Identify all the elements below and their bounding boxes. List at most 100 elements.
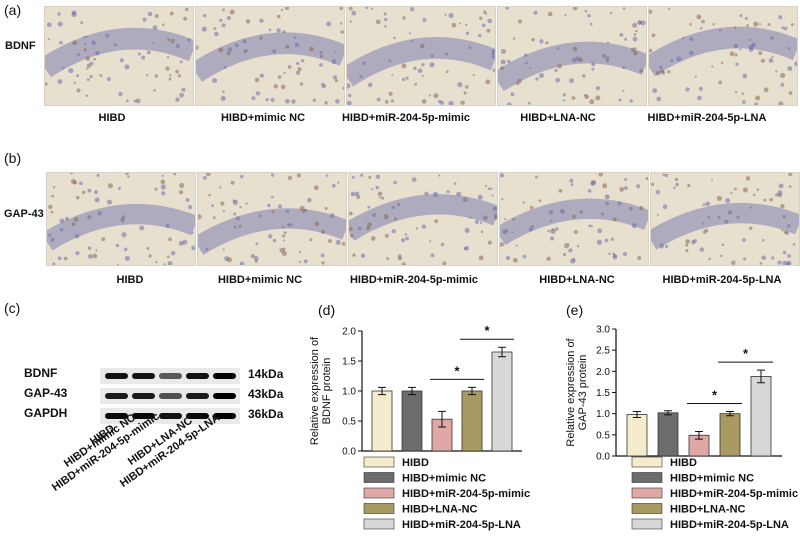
panel-a-caption-1: HIBD: [98, 112, 126, 124]
blot-protein-label-gapdh: GAPDH: [24, 406, 68, 420]
blot-strip-gapdh: [100, 408, 240, 424]
panel-a-micrograph-1: [44, 6, 194, 106]
panel-a-caption-3: HIBD+miR-204-5p-mimic: [341, 112, 471, 124]
error-bar-1: [633, 411, 641, 418]
y-tick-label: 1.0: [596, 409, 610, 420]
panel-b-micrograph-1: [46, 172, 196, 266]
legend-swatch: [363, 456, 395, 468]
panel-b-caption-1: HIBD: [116, 274, 144, 286]
legend-label: HIBD+miR-204-5p-LNA: [402, 519, 521, 531]
significance-star: *: [484, 323, 490, 338]
blot-size-label: 36kDa: [248, 407, 284, 421]
blot-band: [213, 413, 236, 419]
legend-swatch: [631, 503, 663, 514]
legend-label: HIBD+miR-204-5p-mimic: [670, 488, 798, 500]
significance-star: *: [743, 346, 749, 361]
blot-band: [105, 373, 128, 379]
panel-a-micrograph-5: [648, 6, 798, 106]
y-tick-label: 0.0: [596, 452, 610, 463]
blot-band: [186, 393, 209, 399]
blot-band: [213, 393, 236, 399]
panel-a-micrograph-4: [497, 6, 647, 106]
legend-swatch: [363, 472, 395, 483]
panel-a-micrograph-2: [195, 6, 345, 106]
blot-band: [105, 393, 128, 399]
error-bar-3: [695, 430, 703, 440]
legend-swatch: [631, 472, 663, 483]
error-bar-4: [468, 386, 476, 396]
error-bar-3: [438, 410, 446, 428]
panel-b-letter: (b): [4, 150, 22, 166]
blot-band: [159, 413, 182, 419]
legend-label: HIBD+LNA-NC: [670, 504, 746, 516]
error-bar-2: [664, 410, 672, 416]
blot-band: [159, 393, 182, 399]
blot-protein-label-gap-43: GAP-43: [24, 386, 68, 400]
panel-b-caption-2: HIBD+mimic NC: [217, 274, 303, 286]
blot-protein-label-bdnf: BDNF: [24, 366, 58, 380]
panel-b-micrograph-4: [499, 172, 649, 266]
bar-2: [657, 412, 679, 457]
y-tick-label: 0.5: [596, 430, 610, 441]
bar-1: [371, 390, 393, 452]
panel-e-letter: (e): [566, 302, 584, 318]
panel-a-row-label: BDNF: [5, 40, 36, 52]
bdnf-bar-chart: 0.0 0.5 1.0 1.5 2.0 Relative expression ofBDN…: [309, 323, 530, 531]
panel-b-row-label: GAP-43: [4, 208, 44, 220]
bar-5: [750, 376, 772, 457]
bar-4: [719, 413, 741, 457]
y-tick-label: 0.5: [342, 417, 356, 428]
panel-a-caption-4: HIBD+LNA-NC: [520, 112, 596, 124]
blot-size-label: 43kDa: [248, 387, 284, 401]
legend-label: HIBD+LNA-NC: [402, 504, 478, 516]
y-tick-label: 2.0: [596, 367, 610, 378]
gap43-bar-chart: 0.0 0.5 1.0 1.5 2.0 2.5 3.0 Relative expression…: [565, 325, 798, 532]
significance-star: *: [454, 363, 460, 378]
blot-band: [105, 413, 128, 419]
blot-band: [159, 373, 182, 379]
panel-a-letter: (a): [4, 2, 22, 18]
panel-b-caption-4: HIBD+LNA-NC: [539, 274, 615, 286]
significance-star: *: [712, 388, 718, 403]
y-tick-label: 0.0: [342, 447, 356, 458]
panel-b-micrograph-2: [197, 172, 347, 266]
legend-swatch: [631, 518, 663, 530]
blot-band: [132, 393, 155, 399]
blot-band: [132, 413, 155, 419]
y-axis-label: Relative expression ofBDNF protein: [309, 336, 333, 445]
legend-label: HIBD+miR-204-5p-mimic: [402, 488, 530, 500]
legend-label: HIBD: [402, 457, 429, 469]
legend-label: HIBD: [670, 457, 697, 469]
bar-5: [491, 351, 513, 452]
panel-b-micrograph-3: [348, 172, 498, 266]
panel-b-caption-3: HIBD+miR-204-5p-mimic: [349, 274, 479, 286]
error-bar-4: [726, 411, 734, 417]
blot-band: [213, 373, 236, 379]
panel-a-caption-2: HIBD+mimic NC: [220, 112, 306, 124]
blot-band: [186, 373, 209, 379]
blot-size-label: 14kDa: [248, 367, 284, 381]
blot-strip-bdnf: [100, 368, 240, 384]
y-tick-label: 2.0: [342, 327, 356, 338]
y-tick-label: 3.0: [596, 325, 610, 336]
panel-b-caption-5: HIBD+miR-204-5p-LNA: [662, 274, 782, 286]
y-tick-label: 1.0: [342, 387, 356, 398]
blot-band: [132, 373, 155, 379]
legend-swatch: [363, 518, 395, 530]
error-bar-5: [757, 369, 765, 384]
error-bar-5: [498, 346, 506, 358]
panel-a-micrograph-3: [346, 6, 496, 106]
y-axis-label: Relative expression ofGAP-43 protein: [565, 337, 589, 446]
panel-a-caption-5: HIBD+miR-204-5p-LNA: [647, 112, 767, 124]
legend-swatch: [631, 456, 663, 468]
y-tick-label: 1.5: [596, 388, 610, 399]
legend-label: HIBD+miR-204-5p-LNA: [670, 519, 789, 531]
legend-swatch: [363, 503, 395, 514]
panel-d-letter: (d): [318, 302, 336, 318]
blot-band: [186, 413, 209, 419]
panel-c-letter: (c): [4, 300, 21, 316]
legend-swatch: [363, 487, 395, 499]
bar-2: [401, 390, 423, 452]
bar-1: [626, 414, 648, 457]
error-bar-2: [408, 386, 416, 396]
